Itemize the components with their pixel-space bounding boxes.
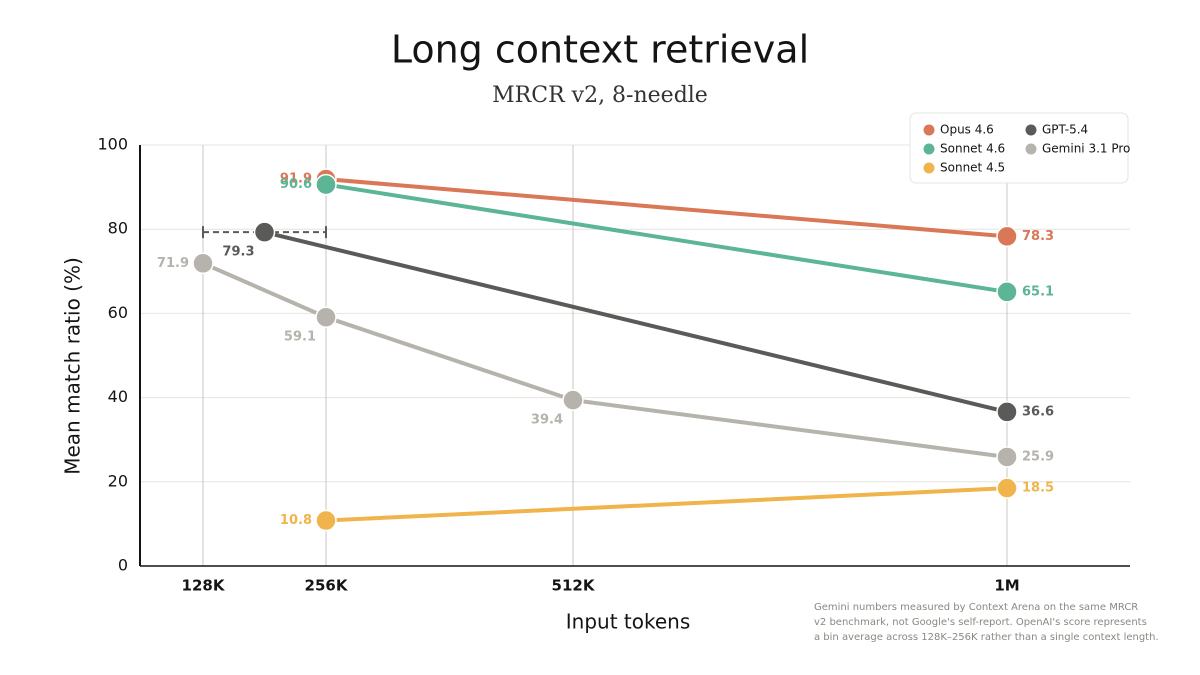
footnote: Gemini numbers measured by Context Arena… [814,602,1138,613]
legend-swatch [1025,143,1037,155]
y-tick-label: 40 [108,387,128,406]
chart-subtitle: MRCR v2, 8-needle [492,83,708,108]
value-label: 71.9 [157,256,189,271]
value-label: 90.6 [280,177,312,192]
legend-label: Opus 4.6 [940,123,994,137]
legend-label: Gemini 3.1 Pro [1042,142,1130,156]
x-tick-label: 256K [305,577,349,595]
series-line [325,177,1008,239]
legend-label: Sonnet 4.6 [940,142,1005,156]
footnote: a bin average across 128K–256K rather th… [814,632,1159,643]
series-line [325,182,1008,294]
y-tick-label: 20 [108,471,128,490]
x-axis-label: Input tokens [566,610,691,634]
data-point [315,306,337,328]
data-point [996,225,1018,248]
value-label: 18.5 [1022,481,1054,496]
footnote: v2 benchmark, not Google's self-report. … [814,617,1147,628]
data-point [996,401,1018,423]
legend-box [909,112,1129,184]
legend-swatch [923,124,935,136]
y-axis-label: Mean match ratio (%) [61,257,85,475]
value-label: 79.3 [222,245,254,260]
x-tick-label: 1M [994,577,1019,595]
y-tick-label: 80 [108,219,128,238]
data-point [315,509,337,532]
value-label: 91.9 [280,172,312,187]
y-tick-label: 60 [108,303,128,322]
data-point [315,173,337,196]
value-label: 78.3 [1022,229,1054,244]
series-line [202,261,1008,459]
value-label: 39.4 [531,413,563,428]
data-point [996,446,1018,468]
value-label: 36.6 [1022,404,1054,419]
data-point [253,221,276,243]
legend-swatch [923,162,935,174]
legend-swatch [1025,124,1037,136]
data-point [562,389,584,411]
data-point [996,281,1018,303]
value-label: 10.8 [280,513,312,528]
legend-label: Sonnet 4.5 [940,161,1005,175]
x-tick-label: 512K [552,577,596,595]
data-point [996,477,1018,499]
legend: Opus 4.6 Sonnet 4.6 Sonnet 4.5 GPT-5.4 Gemin… [909,112,1130,184]
legend-swatch [923,143,935,155]
y-tick-label: 0 [118,556,128,575]
y-tick-label: 100 [97,135,128,154]
x-tick-label: 128K [182,577,226,595]
legend-label: GPT-5.4 [1042,123,1088,137]
series-line [264,230,1008,414]
series-line [325,486,1008,523]
chart-title: Long context retrieval [391,28,809,72]
value-label: 59.1 [284,330,316,345]
value-label: 65.1 [1022,284,1054,299]
data-point [192,252,214,275]
value-label: 25.9 [1022,449,1054,464]
